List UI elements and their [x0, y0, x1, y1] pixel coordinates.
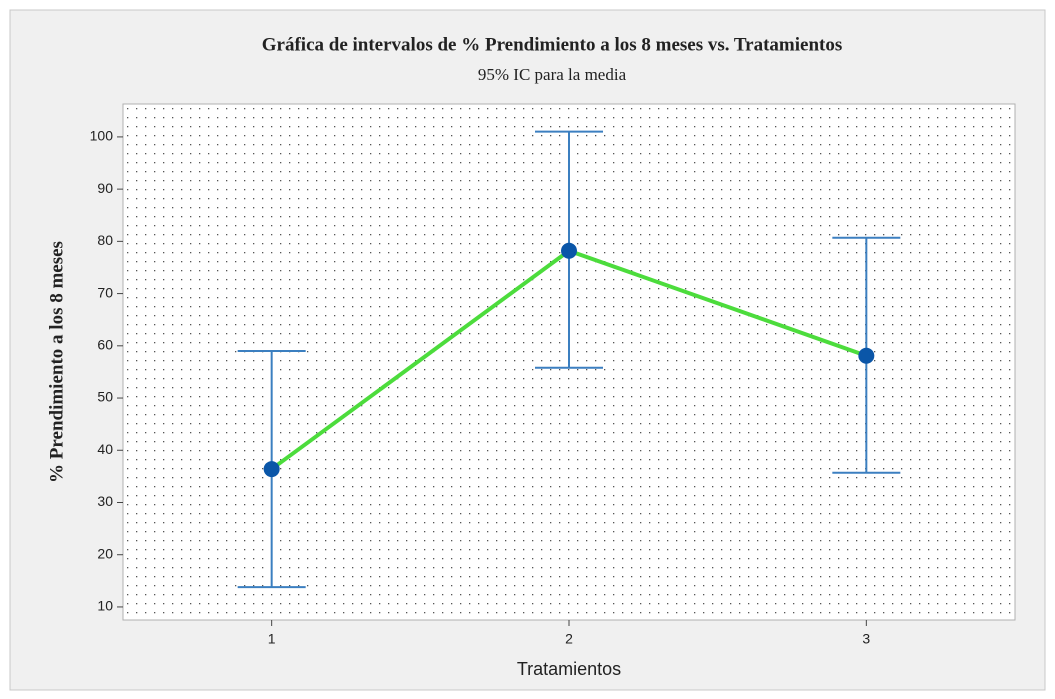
y-tick-label: 20 [97, 545, 113, 561]
y-tick-label: 50 [97, 389, 113, 405]
y-axis-label: % Prendimiento a los 8 meses [46, 241, 67, 483]
chart-title: Gráfica de intervalos de % Prendimiento … [262, 34, 843, 55]
y-tick-label: 90 [97, 180, 113, 196]
mean-point [263, 461, 280, 478]
y-tick-label: 60 [97, 337, 113, 353]
y-tick-label: 70 [97, 284, 113, 300]
y-tick-label: 40 [97, 441, 113, 457]
chart-subtitle: 95% IC para la media [478, 65, 627, 84]
y-tick-label: 80 [97, 232, 113, 248]
mean-point [858, 347, 875, 364]
y-tick-label: 30 [97, 493, 113, 509]
y-tick-label: 10 [97, 598, 113, 614]
x-tick-label: 1 [268, 631, 276, 647]
x-tick-label: 3 [862, 631, 870, 647]
mean-point [561, 242, 577, 259]
x-axis-label: Tratamientos [517, 659, 621, 679]
x-tick-label: 2 [565, 631, 573, 647]
y-tick-label: 100 [90, 128, 114, 144]
